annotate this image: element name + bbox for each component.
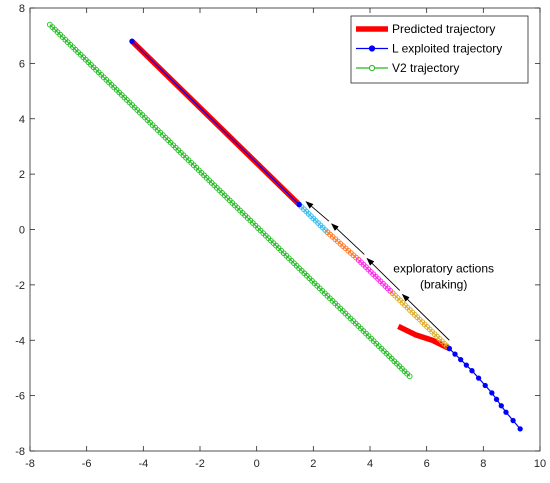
plot-area	[46, 21, 523, 432]
y-tick-label: -4	[15, 335, 25, 347]
l-exploited-marker	[489, 390, 495, 396]
y-tick-label: -2	[15, 280, 25, 292]
annotation: exploratory actions (braking)	[305, 201, 494, 341]
annotation-arrow	[331, 223, 365, 255]
legend-item: L exploited trajectory	[356, 42, 502, 56]
annotation-text: exploratory actions	[393, 261, 494, 275]
legend-item: V2 trajectory	[356, 61, 459, 75]
annotation-arrow	[305, 201, 330, 222]
x-tick-label: 6	[424, 458, 430, 470]
l-exploited-marker	[458, 356, 464, 363]
legend: Predicted trajectory L exploited trajecto…	[350, 15, 529, 84]
y-tick-label: 8	[19, 3, 25, 15]
x-tick-label: -8	[25, 458, 35, 470]
legend-item: Predicted trajectory	[356, 22, 495, 36]
v2-marker	[406, 373, 413, 380]
legend-label: V2 trajectory	[392, 61, 459, 75]
l-exploited-marker	[503, 409, 509, 415]
l-exploited-marker	[517, 426, 523, 432]
x-tick-label: -4	[138, 458, 148, 470]
x-tick-label: -6	[82, 458, 92, 470]
annotation-arrow	[401, 293, 450, 341]
x-tick-label: 2	[310, 458, 316, 470]
y-tick-label: 6	[19, 58, 25, 70]
l-exploited-marker	[129, 38, 135, 44]
legend-label: L exploited trajectory	[392, 42, 502, 56]
l-exploited-marker	[482, 382, 488, 389]
x-tick-label: 8	[480, 458, 486, 470]
l-exploited-marker	[510, 417, 516, 424]
l-exploited-marker	[475, 375, 482, 381]
x-tick-label: 10	[534, 458, 546, 470]
y-tick-label: 0	[19, 225, 25, 237]
y-tick-label: 2	[19, 169, 25, 181]
exploratory-line	[392, 292, 450, 349]
legend-label: Predicted trajectory	[392, 22, 495, 36]
x-tick-label: -2	[195, 458, 205, 470]
annotation-arrow	[366, 257, 401, 291]
l-exploited-marker	[463, 362, 469, 368]
x-tick-label: 4	[367, 458, 373, 470]
predicted-line	[397, 323, 451, 352]
l-exploited-marker	[446, 345, 452, 352]
l-exploited-marker	[493, 396, 500, 402]
x-tick-label: 0	[254, 458, 260, 470]
y-tick-label: -6	[15, 391, 25, 403]
l-exploited-marker	[469, 368, 475, 374]
exploratory-line	[298, 204, 328, 233]
y-tick-label: 4	[19, 114, 25, 126]
exploratory-line	[327, 231, 359, 261]
l-exploited-marker	[498, 403, 504, 409]
legend-marker	[368, 64, 376, 72]
l-exploited-marker	[452, 351, 458, 357]
annotation-text: (braking)	[420, 277, 467, 291]
l-exploited-line	[131, 40, 300, 206]
axes: -8 -6 -4 -2 0 2 4 6 8 10 -8 -6 -4 -2 0 2 4 6 8	[15, 3, 546, 470]
l-exploited-marker	[296, 201, 302, 208]
y-tick-label: -8	[15, 446, 25, 458]
legend-marker	[368, 45, 376, 52]
